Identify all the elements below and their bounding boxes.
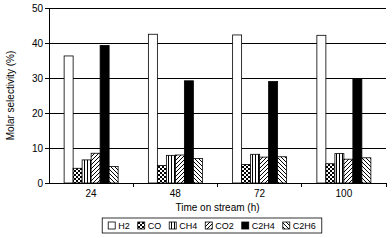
bar [335,154,344,183]
x-tick [386,183,387,187]
bars [64,34,371,183]
legend-label: C2H4 [252,221,275,231]
grid-line [49,43,386,44]
legend-label: C2H6 [293,221,316,231]
bar [193,159,202,184]
legend-label: CH4 [179,221,197,231]
y-tick-label: 30 [32,73,44,84]
x-tick-label: 48 [170,188,182,199]
bar [353,79,362,183]
bar [326,164,335,183]
legend-label: CO2 [215,221,234,231]
legend-swatch [138,222,145,229]
legend-swatch [205,222,212,229]
legend-swatch [108,222,115,229]
legend-label: CO [148,221,162,231]
x-tick-label: 72 [254,188,266,199]
bar [64,56,73,183]
legend-swatch [283,222,290,229]
y-tick [45,43,49,44]
bar [344,159,353,183]
y-tick-label: 0 [37,178,43,189]
bar [317,35,326,183]
bar [233,35,242,183]
x-tick [133,183,134,187]
legend-label: H2 [118,221,130,231]
bar [73,168,82,183]
y-tick [45,78,49,79]
bar [242,164,251,183]
legend: H2 CO CH4 CO2 C2H4 C2H6 [102,218,322,233]
y-tick [45,148,49,149]
x-axis-title: Time on stream (h) [175,202,259,213]
bar [184,81,193,183]
y-tick-label: 20 [32,108,44,119]
x-tick-label: 24 [86,188,98,199]
legend-frame [102,218,322,233]
grid-line [49,148,386,149]
grid-line [49,113,386,114]
x-tick [301,183,302,187]
bar [175,155,184,183]
bar [82,160,91,183]
bar [148,34,157,183]
legend-swatch [242,222,249,229]
chart: 0 10 20 30 40 50 24 48 72 100 Time on stream (h) Mo… [0,0,392,238]
y-tick [45,8,49,9]
bar [251,154,260,183]
grid-line [49,78,386,79]
y-tick [45,113,49,114]
y-axis-title: Molar selectivity (%) [5,51,16,140]
bar [109,167,118,183]
x-tick [217,183,218,187]
bar [166,155,175,183]
x-tick-label: 100 [336,188,353,199]
y-tick [45,183,49,184]
bar [100,45,109,183]
bar [260,157,269,183]
bar [362,158,371,183]
bar [91,153,100,183]
bar [278,157,287,183]
y-tick-label: 40 [32,38,44,49]
y-tick-label: 50 [32,3,44,14]
grid-line [49,8,386,9]
y-tick-label: 10 [32,143,44,154]
y-axis [49,8,50,183]
bar [269,82,278,184]
bar [157,166,166,184]
legend-swatch [169,222,176,229]
